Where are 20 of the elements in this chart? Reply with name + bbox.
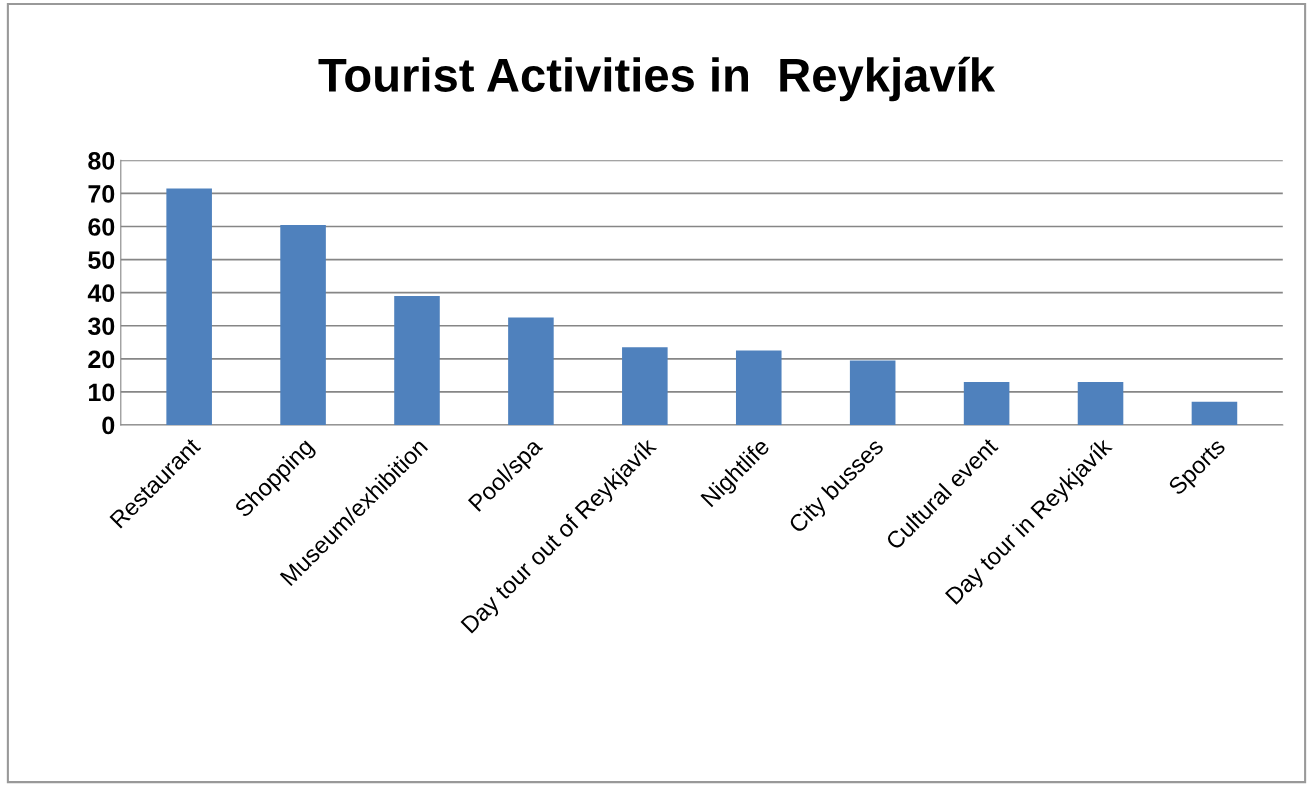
y-tick-label: 30 xyxy=(88,317,115,336)
bar xyxy=(849,360,896,426)
y-tick-label: 50 xyxy=(88,251,115,269)
bar xyxy=(394,296,440,426)
y-tick-label: 10 xyxy=(89,383,115,402)
y-tick-label: 80 xyxy=(88,151,115,170)
bar xyxy=(1191,401,1238,426)
bar xyxy=(1077,382,1124,426)
y-tick-label: 60 xyxy=(88,218,115,236)
y-tick-label: 70 xyxy=(88,185,115,203)
chart-title: Tourist Activities in Reykjavík xyxy=(318,56,996,102)
y-tick-label: 0 xyxy=(102,416,115,435)
bar xyxy=(280,224,326,426)
bar xyxy=(735,350,782,426)
bar xyxy=(508,317,554,426)
y-tick-label: 20 xyxy=(88,350,115,369)
bar xyxy=(963,382,1010,426)
bar xyxy=(622,347,668,426)
y-tick-label: 40 xyxy=(87,284,115,302)
bar xyxy=(166,188,212,426)
